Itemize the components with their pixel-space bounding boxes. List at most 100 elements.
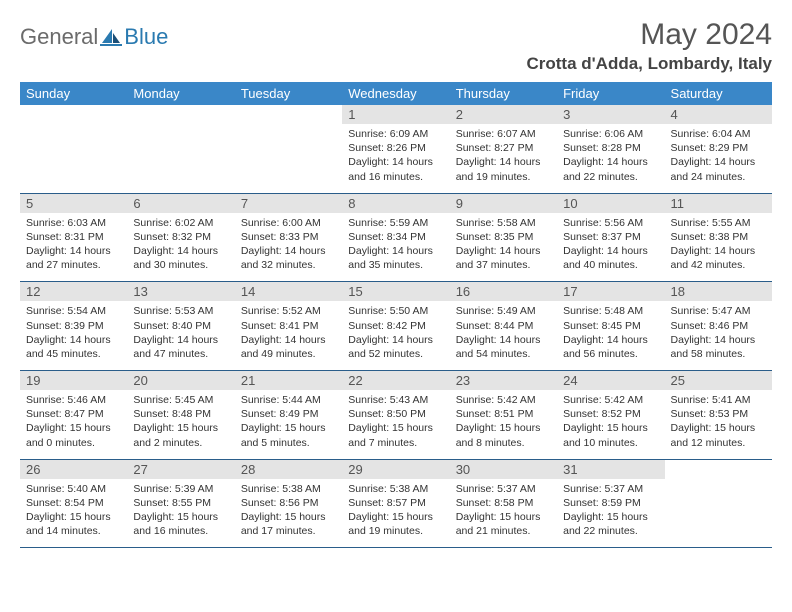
day-number: 21 (235, 371, 342, 390)
daylight-text: Daylight: 14 hours and 22 minutes. (563, 155, 658, 183)
day-details: Sunrise: 6:06 AMSunset: 8:28 PMDaylight:… (557, 124, 664, 193)
sunset-text: Sunset: 8:33 PM (241, 230, 336, 244)
weekday-header: Monday (127, 82, 234, 105)
day-details: Sunrise: 5:38 AMSunset: 8:56 PMDaylight:… (235, 479, 342, 548)
sunset-text: Sunset: 8:54 PM (26, 496, 121, 510)
sunset-text: Sunset: 8:48 PM (133, 407, 228, 421)
daylight-text: Daylight: 14 hours and 49 minutes. (241, 333, 336, 361)
sunrise-text: Sunrise: 5:46 AM (26, 393, 121, 407)
location-text: Crotta d'Adda, Lombardy, Italy (526, 54, 772, 74)
sunset-text: Sunset: 8:37 PM (563, 230, 658, 244)
sunset-text: Sunset: 8:55 PM (133, 496, 228, 510)
daylight-text: Daylight: 15 hours and 19 minutes. (348, 510, 443, 538)
sunrise-text: Sunrise: 5:47 AM (671, 304, 766, 318)
daylight-text: Daylight: 15 hours and 0 minutes. (26, 421, 121, 449)
daylight-text: Daylight: 15 hours and 7 minutes. (348, 421, 443, 449)
day-details: Sunrise: 5:49 AMSunset: 8:44 PMDaylight:… (450, 301, 557, 370)
calendar-table: SundayMondayTuesdayWednesdayThursdayFrid… (20, 82, 772, 548)
sunrise-text: Sunrise: 6:04 AM (671, 127, 766, 141)
sunrise-text: Sunrise: 5:44 AM (241, 393, 336, 407)
day-details: Sunrise: 5:42 AMSunset: 8:52 PMDaylight:… (557, 390, 664, 459)
sunrise-text: Sunrise: 5:38 AM (241, 482, 336, 496)
daylight-text: Daylight: 14 hours and 54 minutes. (456, 333, 551, 361)
daylight-text: Daylight: 14 hours and 52 minutes. (348, 333, 443, 361)
sunrise-text: Sunrise: 6:07 AM (456, 127, 551, 141)
calendar-week-row: 12Sunrise: 5:54 AMSunset: 8:39 PMDayligh… (20, 282, 772, 371)
month-title: May 2024 (526, 18, 772, 52)
calendar-day-cell: 9Sunrise: 5:58 AMSunset: 8:35 PMDaylight… (450, 193, 557, 282)
calendar-day-cell: 30Sunrise: 5:37 AMSunset: 8:58 PMDayligh… (450, 459, 557, 548)
day-details: Sunrise: 5:44 AMSunset: 8:49 PMDaylight:… (235, 390, 342, 459)
sunrise-text: Sunrise: 6:02 AM (133, 216, 228, 230)
day-number: 14 (235, 282, 342, 301)
sunset-text: Sunset: 8:58 PM (456, 496, 551, 510)
sunrise-text: Sunrise: 6:03 AM (26, 216, 121, 230)
sunrise-text: Sunrise: 5:59 AM (348, 216, 443, 230)
day-details: Sunrise: 5:38 AMSunset: 8:57 PMDaylight:… (342, 479, 449, 548)
sunrise-text: Sunrise: 5:43 AM (348, 393, 443, 407)
daylight-text: Daylight: 14 hours and 37 minutes. (456, 244, 551, 272)
sunset-text: Sunset: 8:44 PM (456, 319, 551, 333)
day-number: 12 (20, 282, 127, 301)
day-details: Sunrise: 6:04 AMSunset: 8:29 PMDaylight:… (665, 124, 772, 193)
sunset-text: Sunset: 8:26 PM (348, 141, 443, 155)
sunset-text: Sunset: 8:52 PM (563, 407, 658, 421)
daylight-text: Daylight: 14 hours and 47 minutes. (133, 333, 228, 361)
daylight-text: Daylight: 14 hours and 40 minutes. (563, 244, 658, 272)
weekday-header: Saturday (665, 82, 772, 105)
calendar-day-cell: 10Sunrise: 5:56 AMSunset: 8:37 PMDayligh… (557, 193, 664, 282)
day-number: 31 (557, 460, 664, 479)
day-number: 3 (557, 105, 664, 124)
sunrise-text: Sunrise: 5:52 AM (241, 304, 336, 318)
day-details: Sunrise: 6:07 AMSunset: 8:27 PMDaylight:… (450, 124, 557, 193)
calendar-day-cell: 1Sunrise: 6:09 AMSunset: 8:26 PMDaylight… (342, 105, 449, 193)
calendar-day-cell: 14 Sunrise: 5:52 AMSunset: 8:41 PMDayligh… (235, 282, 342, 371)
calendar-day-cell: 19Sunrise: 5:46 AMSunset: 8:47 PMDayligh… (20, 371, 127, 460)
day-number: 10 (557, 194, 664, 213)
sunrise-text: Sunrise: 5:48 AM (563, 304, 658, 318)
daylight-text: Daylight: 15 hours and 12 minutes. (671, 421, 766, 449)
daylight-text: Daylight: 15 hours and 2 minutes. (133, 421, 228, 449)
calendar-day-cell: 28Sunrise: 5:38 AMSunset: 8:56 PMDayligh… (235, 459, 342, 548)
daylight-text: Daylight: 14 hours and 56 minutes. (563, 333, 658, 361)
day-details: Sunrise: 5:40 AMSunset: 8:54 PMDaylight:… (20, 479, 127, 548)
calendar-day-cell: 2Sunrise: 6:07 AMSunset: 8:27 PMDaylight… (450, 105, 557, 193)
calendar-day-cell: 27Sunrise: 5:39 AMSunset: 8:55 PMDayligh… (127, 459, 234, 548)
sunset-text: Sunset: 8:56 PM (241, 496, 336, 510)
calendar-day-cell: 16Sunrise: 5:49 AMSunset: 8:44 PMDayligh… (450, 282, 557, 371)
day-number: 30 (450, 460, 557, 479)
sunrise-text: Sunrise: 6:09 AM (348, 127, 443, 141)
logo-text-blue: Blue (124, 24, 168, 50)
calendar-body: 1 Sunrise: 6:09 AMSunset: 8:26 PM Daylight… (20, 105, 772, 548)
header-row: General Blue May 2024 Crotta d'Adda, Lom… (20, 18, 772, 74)
daylight-text: Daylight: 15 hours and 21 minutes. (456, 510, 551, 538)
calendar-day-cell: 18Sunrise: 5:47 AMSunset: 8:46 PMDayligh… (665, 282, 772, 371)
sunrise-text: Sunrise: 5:54 AM (26, 304, 121, 318)
weekday-header: Tuesday (235, 82, 342, 105)
day-number: 28 (235, 460, 342, 479)
calendar-day-cell: 15Sunrise: 5:50 AMSunset: 8:42 PMDayligh… (342, 282, 449, 371)
day-details: Sunrise: 5:41 AMSunset: 8:53 PMDaylight:… (665, 390, 772, 459)
sunrise-text: Sunrise: 6:00 AM (241, 216, 336, 230)
daylight-text: Daylight: 15 hours and 22 minutes. (563, 510, 658, 538)
sunrise-text: Sunrise: 5:37 AM (563, 482, 658, 496)
daylight-text: Daylight: 15 hours and 10 minutes. (563, 421, 658, 449)
calendar-day-cell: 11Sunrise: 5:55 AMSunset: 8:38 PMDayligh… (665, 193, 772, 282)
sunset-text: Sunset: 8:57 PM (348, 496, 443, 510)
weekday-header: Friday (557, 82, 664, 105)
sunset-text: Sunset: 8:47 PM (26, 407, 121, 421)
calendar-day-cell: 31Sunrise: 5:37 AMSunset: 8:59 PMDayligh… (557, 459, 664, 548)
sunset-text: Sunset: 8:41 PM (241, 319, 336, 333)
day-details: Sunrise: 5:50 AMSunset: 8:42 PMDaylight:… (342, 301, 449, 370)
sunset-text: Sunset: 8:32 PM (133, 230, 228, 244)
day-details: Sunrise: 5:39 AMSunset: 8:55 PMDaylight:… (127, 479, 234, 548)
day-number: 1 (342, 105, 449, 124)
daylight-text: Daylight: 14 hours and 35 minutes. (348, 244, 443, 272)
daylight-text: Daylight: 14 hours and 58 minutes. (671, 333, 766, 361)
sunrise-text: Sunrise: 5:58 AM (456, 216, 551, 230)
day-number: 16 (450, 282, 557, 301)
sunrise-text: Sunrise: 5:40 AM (26, 482, 121, 496)
day-number: 23 (450, 371, 557, 390)
calendar-day-cell: 8Sunrise: 5:59 AMSunset: 8:34 PMDaylight… (342, 193, 449, 282)
logo-text-general: General (20, 24, 98, 50)
